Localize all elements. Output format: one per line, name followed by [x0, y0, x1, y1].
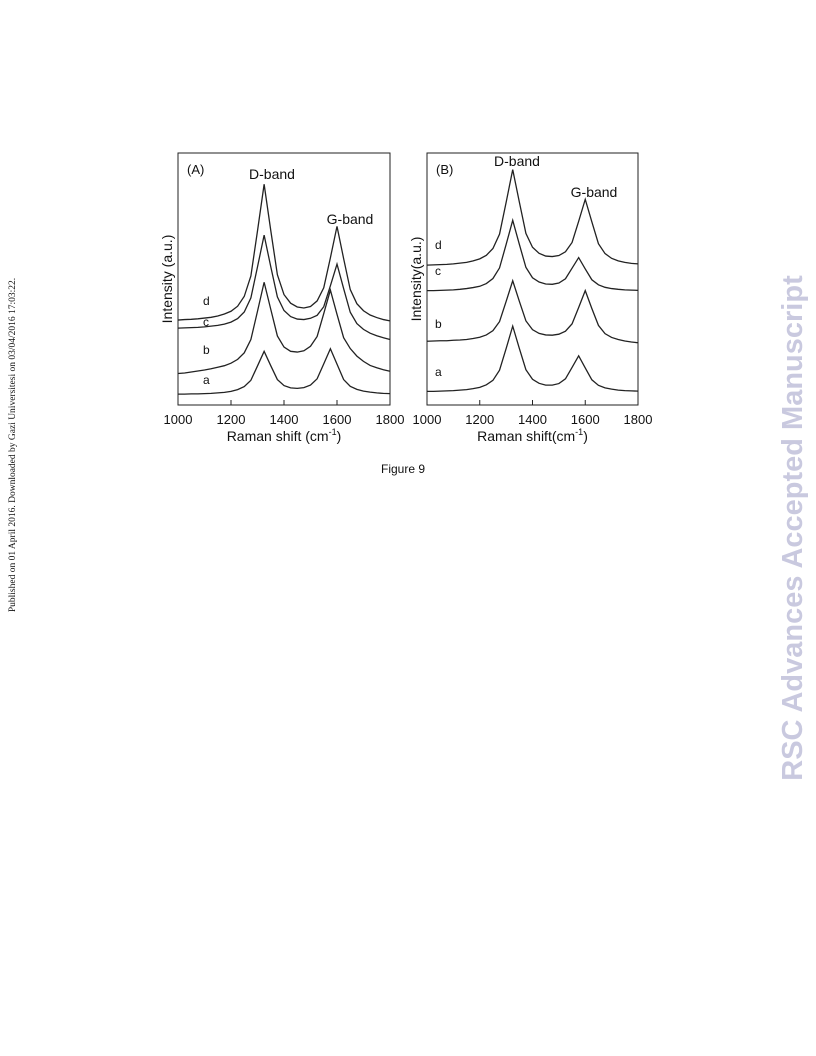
spectrum-line	[427, 323, 639, 393]
series-label: c	[203, 315, 209, 329]
x-tick-label: 1000	[413, 412, 442, 427]
x-tick-label: 1200	[217, 412, 246, 427]
x-axis-label: Raman shift(cm-1)	[477, 427, 588, 444]
x-tick-label: 1600	[571, 412, 600, 427]
x-tick-label: 1800	[624, 412, 653, 427]
x-axis-label: Raman shift (cm-1)	[227, 427, 342, 444]
watermark: RSC Advances Accepted Manuscript	[777, 275, 809, 781]
x-axis-label-sup: -1	[575, 427, 583, 437]
spectrum-line	[177, 184, 391, 322]
x-axis-label-text: Raman shift (cm	[227, 428, 329, 444]
band-annotation: G-band	[571, 184, 618, 200]
side-note: Published on 01 April 2016. Downloaded b…	[8, 278, 18, 612]
spectrum-line	[427, 217, 639, 292]
band-annotation: D-band	[494, 153, 540, 169]
spectrum-line	[178, 347, 391, 395]
plot-frame	[177, 152, 391, 406]
x-tick-label: 1600	[323, 412, 352, 427]
spectrum-line	[426, 278, 639, 344]
x-tick-label: 1400	[518, 412, 547, 427]
y-axis-label: Intensity (a.u.)	[159, 235, 175, 324]
figure-caption: Figure 9	[381, 462, 425, 476]
panel-label: (B)	[436, 162, 453, 177]
x-tick-label: 1800	[376, 412, 405, 427]
x-tick-label: 1200	[465, 412, 494, 427]
series-label: b	[203, 343, 210, 357]
series-label: d	[203, 294, 210, 308]
series-label: a	[435, 365, 442, 379]
x-tick-label: 1000	[164, 412, 193, 427]
spectrum-line	[177, 235, 391, 341]
spectrum-line	[426, 169, 639, 266]
series-label: d	[435, 238, 442, 252]
band-annotation: D-band	[249, 166, 295, 182]
x-tick-label: 1400	[270, 412, 299, 427]
spectrum-line	[177, 282, 391, 375]
x-axis-label-text: Raman shift(cm	[477, 428, 575, 444]
band-annotation: G-band	[327, 211, 374, 227]
y-axis-label: Intensity(a.u.)	[408, 237, 424, 322]
x-axis-label-end: )	[337, 428, 342, 444]
series-label: c	[435, 264, 441, 278]
panel-label: (A)	[187, 162, 204, 177]
series-label: b	[435, 317, 442, 331]
x-axis-label-sup: -1	[329, 427, 337, 437]
series-label: a	[203, 373, 210, 387]
x-axis-label-end: )	[583, 428, 588, 444]
